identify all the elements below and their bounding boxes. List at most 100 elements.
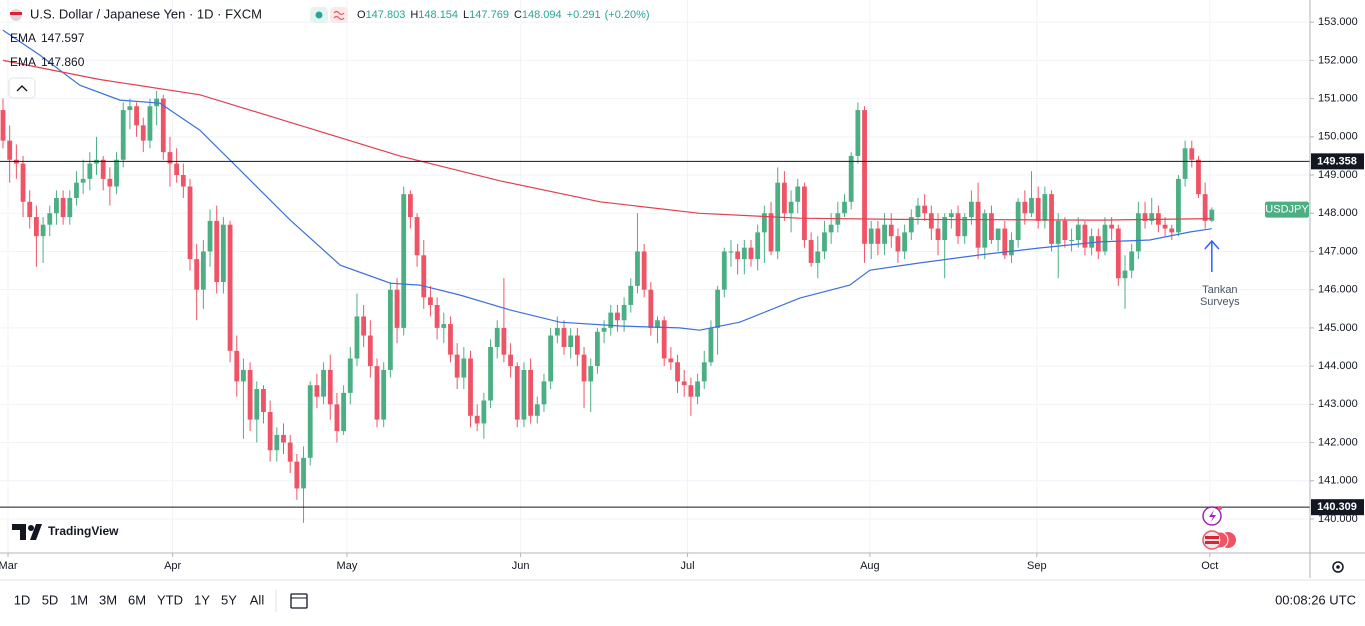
candle-body xyxy=(1015,201,1021,241)
ohlc-part: 148.094 xyxy=(522,9,562,21)
ohlc-part: L xyxy=(463,9,469,21)
candle-body xyxy=(561,327,567,348)
candle-body xyxy=(868,228,874,244)
candle-body xyxy=(594,331,600,367)
candle-body xyxy=(207,220,213,252)
candle-body xyxy=(281,434,286,443)
candle-body xyxy=(354,316,360,359)
candle-body xyxy=(521,369,527,420)
candle-body xyxy=(461,358,467,378)
timeframe-button[interactable]: 1D xyxy=(14,592,31,607)
candle-body xyxy=(180,175,186,187)
timeframe-button[interactable]: 1Y xyxy=(194,592,210,607)
timeframe-button[interactable]: 5Y xyxy=(221,592,237,607)
candle-body xyxy=(314,385,320,397)
timeframe-button[interactable]: 1M xyxy=(70,592,88,607)
candle-body xyxy=(1189,148,1195,160)
candle-body xyxy=(1142,213,1148,221)
ema-legend-value: 147.860 xyxy=(41,55,85,69)
candle-body xyxy=(541,381,547,405)
candle-body xyxy=(481,400,487,424)
candle-body xyxy=(514,366,520,420)
candle-body xyxy=(1055,220,1061,244)
candle-body xyxy=(241,369,246,382)
candle-body xyxy=(895,236,901,252)
candle-body xyxy=(748,247,754,260)
level-label-box xyxy=(1311,499,1364,516)
candle-body xyxy=(107,178,113,187)
candle-body xyxy=(361,316,367,336)
annotation-arrow xyxy=(1204,239,1220,272)
candle-body xyxy=(47,213,53,225)
y-tick-label: 140.000 xyxy=(1318,513,1358,525)
candle-body xyxy=(989,213,994,241)
timeframe-button[interactable]: 3M xyxy=(99,592,117,607)
ohlc-part: 148.154 xyxy=(418,9,458,21)
candle-body xyxy=(307,385,313,458)
candle-body xyxy=(40,224,46,237)
ohlc-values: O147.803 H148.154 L147.769 C148.094 +0.291 (+… xyxy=(357,9,650,21)
ema-legend-value: 147.597 xyxy=(41,31,85,45)
economic-event[interactable] xyxy=(1202,530,1222,550)
candle-body xyxy=(962,217,968,237)
candle-body xyxy=(294,461,300,489)
candle-body xyxy=(581,354,587,382)
annotation-text: Surveys xyxy=(1200,296,1240,308)
y-tick-label: 141.000 xyxy=(1318,475,1358,487)
settings-button[interactable] xyxy=(1332,561,1344,573)
candle-body xyxy=(815,251,821,263)
candle-body xyxy=(267,411,273,451)
candle-body xyxy=(648,289,654,328)
ohlc-part: O xyxy=(357,9,366,21)
candle-body xyxy=(214,220,220,283)
data-badge xyxy=(330,7,348,23)
legend-collapse-button[interactable] xyxy=(8,77,36,99)
candle-body xyxy=(995,228,1001,241)
candle-body xyxy=(675,362,680,382)
toolbar: 1D 5D 1M 3M 6M YTD 1Y 5Y All xyxy=(14,592,265,607)
candle-body xyxy=(27,201,33,218)
candle-body xyxy=(922,205,928,214)
candle-body xyxy=(588,366,594,382)
candle-body xyxy=(334,404,340,432)
x-tick-label: Jul xyxy=(681,560,695,572)
candle-body xyxy=(735,251,741,260)
event-icon-glyph xyxy=(1209,510,1216,522)
candle-body xyxy=(301,457,306,489)
candle-body xyxy=(982,213,988,248)
candle-body xyxy=(74,182,79,198)
x-tick-label: Sep xyxy=(1027,560,1047,572)
ohlc-part: +0.291 xyxy=(567,9,601,21)
candle-body xyxy=(822,232,827,252)
candle-body xyxy=(721,251,727,290)
candle-body xyxy=(374,366,380,420)
symbol-title: U.S. Dollar / Japanese Yen · 1D · FXCM xyxy=(30,6,262,21)
ohlc-part: 147.803 xyxy=(366,9,406,21)
x-tick-label: Oct xyxy=(1201,560,1218,572)
timeframe-button[interactable]: 6M xyxy=(128,592,146,607)
date-range-button[interactable] xyxy=(290,593,308,609)
candle-body xyxy=(1062,220,1068,241)
candle-body xyxy=(234,350,240,382)
candle-body xyxy=(1042,194,1048,221)
candle-body xyxy=(1069,240,1074,242)
symbol-label-box xyxy=(1265,201,1309,218)
annotation-text: Tankan xyxy=(1202,284,1237,296)
event-dot xyxy=(1218,506,1222,510)
timeframe-button[interactable]: All xyxy=(250,592,265,607)
candle-body xyxy=(347,358,353,393)
candle-body xyxy=(708,327,714,363)
timeframe-button[interactable]: YTD xyxy=(157,592,183,607)
ema-line xyxy=(2,59,1212,221)
ema-legend-name: EMA xyxy=(10,55,36,69)
candle-body xyxy=(1102,224,1108,252)
candle-body xyxy=(902,232,908,252)
candle-body xyxy=(1162,224,1168,229)
candle-body xyxy=(695,381,700,397)
candle-body xyxy=(474,415,480,424)
x-tick-label: Mar xyxy=(0,560,18,572)
candle-body xyxy=(1002,228,1008,256)
candle-body xyxy=(788,201,794,214)
timeframe-button[interactable]: 5D xyxy=(42,592,59,607)
